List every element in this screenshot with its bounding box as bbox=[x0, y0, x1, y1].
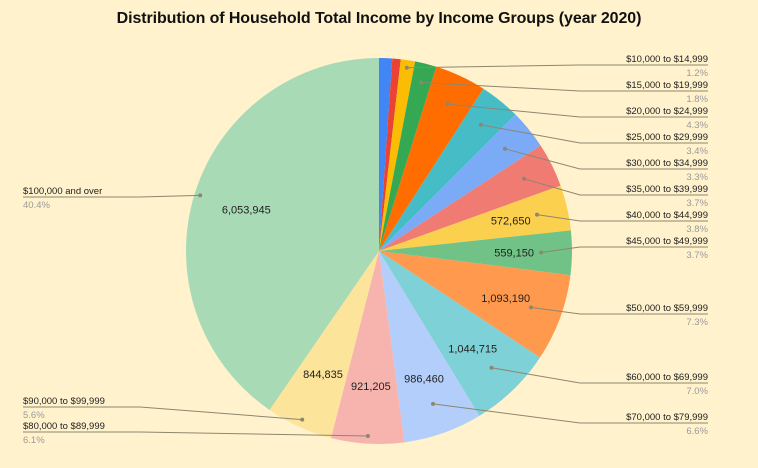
slice-percent-label: 40.4% bbox=[23, 200, 50, 211]
slice-category-label: $10,000 to $14,999 bbox=[626, 54, 708, 65]
leader-dot bbox=[365, 434, 370, 438]
pie-slice bbox=[379, 59, 416, 252]
slice-percent-label: 3.7% bbox=[686, 250, 708, 261]
slice-percent-label: 4.3% bbox=[686, 120, 708, 131]
pie-slice bbox=[379, 58, 401, 252]
slice-category-label: $25,000 to $29,999 bbox=[626, 132, 708, 143]
leader-dot bbox=[445, 102, 450, 107]
leader-dot bbox=[198, 193, 203, 198]
slice-category-label: $70,000 to $79,999 bbox=[626, 412, 708, 423]
leader-dot bbox=[404, 65, 409, 70]
slice-percent-label: 6.6% bbox=[686, 426, 708, 437]
leader-dot bbox=[522, 176, 527, 181]
slice-value-label: 986,460 bbox=[404, 373, 444, 385]
pie-slice bbox=[379, 61, 437, 251]
pie-slice bbox=[379, 88, 516, 251]
leader-line bbox=[432, 403, 708, 424]
slice-percent-label: 3.8% bbox=[686, 224, 708, 235]
slice-value-label: 921,205 bbox=[351, 381, 391, 393]
pie-slice bbox=[186, 58, 379, 410]
slice-percent-label: 3.4% bbox=[686, 146, 708, 157]
pie-slice bbox=[379, 58, 393, 251]
slice-percent-label: 1.8% bbox=[686, 94, 708, 105]
leader-line bbox=[421, 82, 708, 92]
slice-percent-label: 5.6% bbox=[23, 410, 45, 421]
slice-percent-label: 6.1% bbox=[23, 435, 45, 446]
slice-value-label: 6,053,945 bbox=[222, 205, 271, 217]
leader-dot bbox=[419, 80, 424, 85]
leader-dot bbox=[502, 146, 507, 151]
pie-slice bbox=[331, 251, 405, 444]
slice-category-label: $40,000 to $44,999 bbox=[626, 210, 708, 221]
slice-category-label: $15,000 to $19,999 bbox=[626, 80, 708, 91]
pie-slice bbox=[269, 251, 379, 438]
leader-lines bbox=[23, 64, 708, 438]
pie-slice bbox=[379, 251, 571, 358]
pie-slice bbox=[379, 66, 484, 252]
leader-dot bbox=[539, 250, 544, 255]
slice-category-label: $60,000 to $69,999 bbox=[626, 372, 708, 383]
leader-dot bbox=[535, 212, 539, 217]
slice-value-label: 559,150 bbox=[494, 247, 534, 259]
leader-line bbox=[536, 214, 708, 222]
leader-line bbox=[523, 178, 708, 196]
slice-percent-label: 1.2% bbox=[686, 68, 708, 79]
pie-slice bbox=[379, 251, 540, 416]
slice-category-label: $45,000 to $49,999 bbox=[626, 236, 708, 247]
slice-percent-label: 7.0% bbox=[686, 386, 708, 397]
leader-line bbox=[447, 103, 708, 118]
leader-line bbox=[406, 64, 708, 69]
leader-dot bbox=[300, 417, 305, 422]
slice-category-label: $100,000 and over bbox=[23, 186, 102, 197]
slice-category-label: $20,000 to $24,999 bbox=[626, 106, 708, 117]
pie-slice bbox=[379, 185, 571, 251]
slice-category-label: $90,000 to $99,999 bbox=[23, 396, 105, 407]
slice-values: 572,650 559,150 1,093,190 1,044,715 986,460 9… bbox=[222, 205, 534, 393]
leader-line bbox=[491, 367, 708, 384]
slice-category-label: $50,000 to $59,999 bbox=[626, 303, 708, 314]
leader-line bbox=[23, 406, 303, 421]
slice-category-label: $35,000 to $39,999 bbox=[626, 184, 708, 195]
pie-slices bbox=[186, 58, 573, 444]
leader-dot bbox=[478, 122, 483, 127]
pie-slice bbox=[379, 251, 480, 443]
leader-line bbox=[530, 306, 708, 315]
slice-category-label: $80,000 to $89,999 bbox=[23, 421, 105, 432]
leader-line bbox=[504, 148, 708, 170]
slice-percent-label: 3.7% bbox=[686, 198, 708, 209]
leader-line bbox=[541, 246, 708, 253]
slice-value-label: 1,044,715 bbox=[448, 343, 497, 355]
slice-value-label: 844,835 bbox=[303, 369, 343, 381]
chart-title: Distribution of Household Total Income b… bbox=[116, 10, 642, 27]
leader-dot bbox=[489, 365, 494, 370]
leader-line bbox=[480, 124, 708, 144]
pie-slice bbox=[379, 145, 561, 251]
slice-percent-label: 3.3% bbox=[686, 172, 708, 183]
leader-dot bbox=[431, 401, 435, 406]
slice-value-label: 1,093,190 bbox=[481, 293, 530, 305]
slice-percent-label: 7.3% bbox=[686, 317, 708, 328]
slice-value-label: 572,650 bbox=[491, 216, 531, 228]
leader-line bbox=[23, 431, 368, 437]
slice-category-label: $30,000 to $34,999 bbox=[626, 158, 708, 169]
slice-labels: $10,000 to $14,999 1.2%$15,000 to $19,999… bbox=[23, 54, 709, 446]
leader-dot bbox=[529, 305, 533, 310]
pie-slice bbox=[379, 114, 541, 251]
leader-line bbox=[23, 194, 201, 198]
pie-slice bbox=[379, 230, 573, 276]
